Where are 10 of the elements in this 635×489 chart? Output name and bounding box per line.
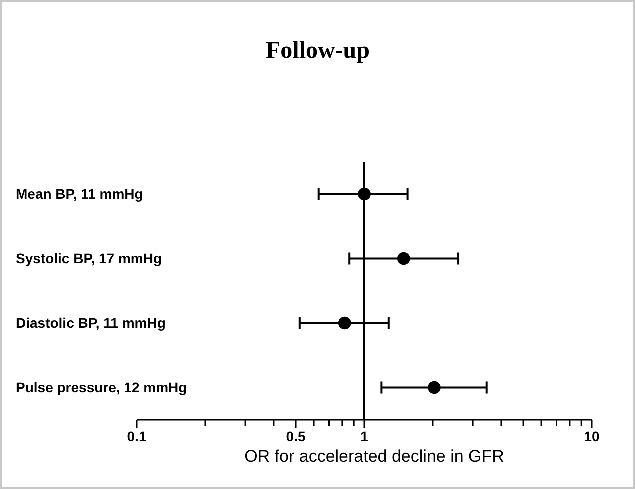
y-tick-label: Pulse pressure, 12 mmHg <box>16 380 188 396</box>
y-tick-label: Mean BP, 11 mmHg <box>16 186 144 202</box>
x-tick-label: 0.1 <box>127 428 147 445</box>
y-tick-label: Diastolic BP, 11 mmHg <box>16 315 166 332</box>
x-tick-label: 10 <box>584 428 600 445</box>
x-axis-title: OR for accelerated decline in GFR <box>244 447 504 466</box>
x-tick-label: 1 <box>360 428 369 445</box>
chart-title: Follow-up <box>266 38 370 64</box>
x-tick-label: 0.5 <box>286 428 306 445</box>
y-tick-label: Systolic BP, 17 mmHg <box>16 250 162 267</box>
